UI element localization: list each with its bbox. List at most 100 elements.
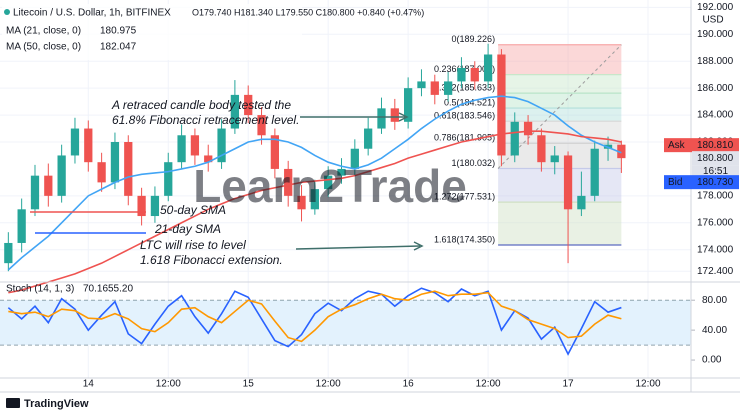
x-tick-label: 16: [403, 379, 415, 390]
candle-body: [577, 195, 586, 210]
price-unit: USD: [702, 15, 723, 26]
x-tick-label: 14: [83, 379, 95, 390]
price-tag-name: Ask: [668, 140, 686, 151]
y-tick-label: 0.00: [702, 355, 722, 366]
candle-body: [430, 81, 439, 95]
x-tick-label: 12:00: [636, 379, 661, 390]
candle-body: [364, 128, 373, 149]
fib-zone: [498, 168, 622, 203]
stoch-title: Stoch (14, 1, 3): [6, 284, 74, 295]
y-tick-label: 188.000: [697, 56, 734, 67]
y-tick-label: 172.400: [697, 266, 734, 277]
y-tick-label: 184.000: [697, 110, 734, 121]
fib-label: 0.382(185.633): [434, 82, 495, 92]
candle-body: [284, 168, 293, 196]
fib-label: 1(180.032): [452, 158, 496, 168]
arrow-head: [413, 241, 424, 251]
y-tick-label: 40.00: [702, 325, 727, 336]
ohlc: O179.740 H181.340 L179.550 C180.800 +0.8…: [192, 7, 424, 17]
candle-body: [177, 135, 186, 163]
y-tick-label: 80.00: [702, 295, 727, 306]
fib-zone: [498, 108, 622, 122]
candle-body: [457, 67, 466, 82]
fib-label: 0.786(181.905): [434, 133, 495, 143]
series-line: [7, 95, 622, 271]
fib-zone: [498, 44, 622, 75]
candle-body: [550, 155, 559, 163]
candle-body: [217, 128, 226, 163]
annotation-arrows: [295, 112, 424, 251]
candle-body: [310, 189, 319, 210]
candle-body: [483, 54, 493, 82]
candle-body: [617, 144, 626, 159]
countdown-bg: [692, 165, 739, 178]
price-tag-name-bg: [664, 138, 692, 153]
candle-body: [244, 94, 253, 116]
logo-mark: [6, 398, 20, 408]
candle-body: [443, 81, 453, 95]
candle-body: [190, 135, 200, 156]
annotation: 1.618 Fibonacci extension.: [140, 253, 283, 267]
sma-label: 50-day SMA: [160, 203, 226, 217]
candle-body: [84, 128, 93, 163]
fib-label: 0.618(183.546): [434, 111, 495, 121]
annotation: A retraced candle body tested the: [111, 98, 291, 112]
fib-label: 1.272(177.531): [434, 192, 495, 202]
fib-zone: [498, 93, 622, 109]
candle-body: [523, 121, 533, 136]
candle-body: [337, 168, 346, 176]
candle-body: [510, 121, 519, 156]
x-tick-label: 12:00: [316, 379, 341, 390]
y-tick-label: 176.000: [697, 217, 734, 228]
candle-body: [204, 155, 213, 163]
countdown: 16:51: [703, 166, 728, 177]
candle-body: [17, 209, 26, 243]
fib-label: 0(189.226): [452, 34, 496, 44]
candle-body: [563, 155, 573, 210]
candle-body: [470, 67, 479, 82]
price-tag: [692, 151, 739, 166]
arrow-head: [398, 112, 409, 122]
candle-body: [230, 94, 240, 129]
stoch-value: 55.20: [108, 284, 133, 295]
candle-body: [324, 175, 333, 190]
price-tag-label: 180.730: [697, 177, 734, 188]
candle-body: [97, 162, 106, 183]
logo-text: TradingView: [24, 398, 89, 410]
price-tag-name-bg: [664, 175, 692, 190]
candle-body: [44, 175, 53, 196]
watermark: Learn2Trade: [193, 160, 467, 212]
candle-body: [390, 108, 399, 122]
candle-body: [124, 142, 133, 196]
candle-body: [150, 195, 160, 217]
candle-body: [297, 195, 306, 210]
symbol-title: Litecoin / U.S. Dollar, 1h, BITFINEX: [13, 8, 171, 19]
candle-body: [270, 135, 279, 169]
legend-entry: MA (21, close, 0): [6, 26, 81, 37]
x-tick-label: 17: [562, 379, 574, 390]
price-tag: [692, 138, 739, 153]
series-line: [8, 290, 622, 343]
annotation: LTC will rise to level: [140, 238, 246, 252]
candle-body: [70, 128, 80, 156]
candle-body: [497, 54, 506, 156]
fib-label: 1.618(174.350): [434, 234, 495, 244]
candle-body: [537, 135, 546, 163]
fib-trend: [497, 44, 622, 169]
logo: TradingView: [6, 398, 89, 410]
y-tick-label: 178.000: [697, 190, 734, 201]
x-tick-label: 15: [243, 379, 255, 390]
legend-bg: [2, 4, 302, 60]
x-tick-label: 12:00: [476, 379, 501, 390]
candle-body: [417, 81, 426, 89]
candle-body: [590, 148, 599, 196]
candle-body: [110, 142, 120, 183]
candle-body: [377, 108, 386, 129]
price-tag-label: 180.800: [697, 153, 734, 164]
candle-body: [57, 155, 66, 196]
annotation: 61.8% Fibonacci retracement level.: [112, 113, 299, 127]
arrow: [295, 245, 421, 250]
fib-zone: [498, 202, 622, 245]
y-tick-label: 186.000: [697, 83, 734, 94]
candle-body: [350, 148, 359, 169]
